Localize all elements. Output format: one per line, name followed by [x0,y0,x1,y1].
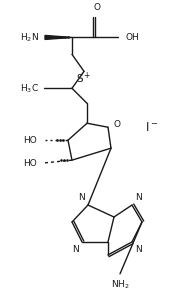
Polygon shape [45,35,72,40]
Text: +: + [83,71,89,80]
Text: OH: OH [126,33,140,42]
Text: N: N [78,193,85,202]
Text: N: N [72,245,79,254]
Text: HO: HO [23,136,37,145]
Text: S: S [76,74,83,84]
Text: I$^-$: I$^-$ [145,121,159,134]
Text: H$_3$C: H$_3$C [20,82,39,95]
Text: NH$_2$: NH$_2$ [111,279,129,291]
Text: O: O [114,120,121,129]
Text: N: N [135,193,142,202]
Text: O: O [93,2,100,12]
Text: H$_2$N: H$_2$N [20,31,39,44]
Text: N: N [135,245,142,254]
Text: HO: HO [23,159,37,168]
